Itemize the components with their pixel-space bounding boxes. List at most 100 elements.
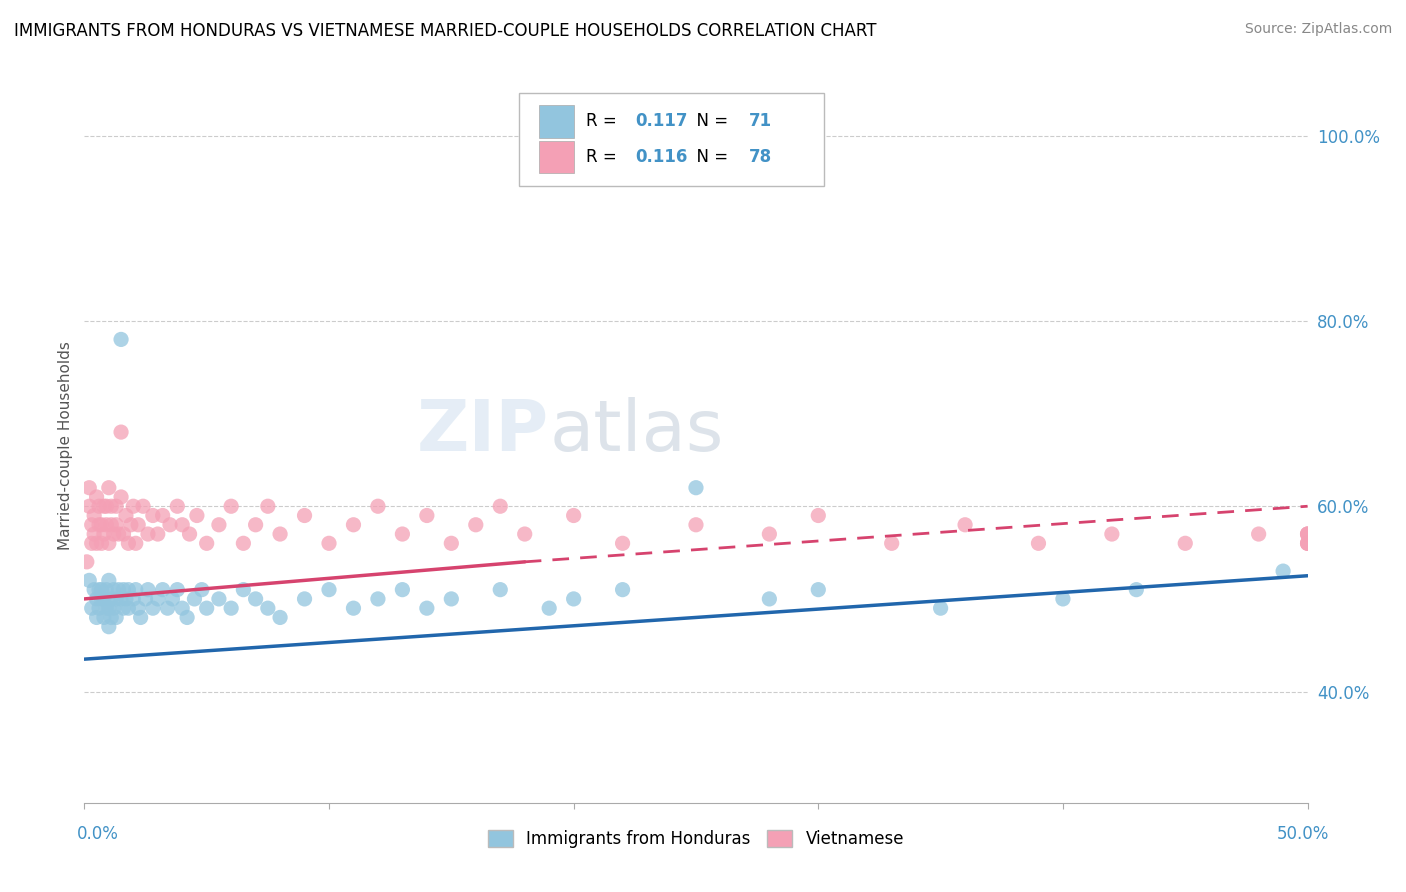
Point xyxy=(294,508,316,523)
Point xyxy=(612,582,634,597)
Point xyxy=(219,601,242,615)
Point xyxy=(232,536,254,550)
Point xyxy=(612,536,634,550)
Point xyxy=(120,517,142,532)
Point xyxy=(489,582,512,597)
Point xyxy=(110,591,132,606)
Point xyxy=(80,536,103,550)
Point xyxy=(191,582,214,597)
Point xyxy=(135,591,157,606)
Text: R =: R = xyxy=(586,148,621,166)
Text: R =: R = xyxy=(586,112,621,130)
Point xyxy=(342,517,364,532)
Point xyxy=(125,582,148,597)
Point xyxy=(110,490,132,504)
Point xyxy=(93,500,115,514)
Point xyxy=(87,517,110,532)
Point xyxy=(100,517,122,532)
Legend: Immigrants from Honduras, Vietnamese: Immigrants from Honduras, Vietnamese xyxy=(481,823,911,855)
Point xyxy=(489,500,512,514)
Point xyxy=(1296,527,1319,541)
Point xyxy=(538,601,561,615)
Point xyxy=(1247,527,1270,541)
Text: 0.117: 0.117 xyxy=(636,112,688,130)
Point xyxy=(93,610,115,624)
Point xyxy=(76,555,98,569)
Point xyxy=(93,591,115,606)
Point xyxy=(83,527,105,541)
Point xyxy=(562,508,585,523)
Point xyxy=(122,591,145,606)
Point xyxy=(880,536,903,550)
Point xyxy=(1272,564,1295,578)
Point xyxy=(112,601,135,615)
Point xyxy=(80,517,103,532)
Point xyxy=(86,536,108,550)
Text: 50.0%: 50.0% xyxy=(1277,825,1329,843)
Point xyxy=(97,574,120,588)
Point xyxy=(100,610,122,624)
Point xyxy=(90,582,112,597)
Point xyxy=(117,582,139,597)
Point xyxy=(166,582,188,597)
Point xyxy=(685,481,707,495)
Point xyxy=(172,517,194,532)
Point xyxy=(1296,527,1319,541)
Point xyxy=(77,574,100,588)
Point xyxy=(90,591,112,606)
Point xyxy=(1296,527,1319,541)
Point xyxy=(391,527,413,541)
Point xyxy=(186,508,208,523)
Point xyxy=(269,527,291,541)
Point xyxy=(758,527,780,541)
Point xyxy=(195,536,218,550)
Point xyxy=(1296,536,1319,550)
Point xyxy=(77,500,100,514)
FancyBboxPatch shape xyxy=(519,93,824,186)
Point xyxy=(391,582,413,597)
Point xyxy=(152,508,174,523)
Point xyxy=(136,527,159,541)
Point xyxy=(208,591,231,606)
Point xyxy=(103,527,125,541)
FancyBboxPatch shape xyxy=(540,141,574,173)
Point xyxy=(86,490,108,504)
Point xyxy=(416,601,439,615)
Point xyxy=(136,582,159,597)
Text: ZIP: ZIP xyxy=(418,397,550,467)
Point xyxy=(152,582,174,597)
Point xyxy=(117,536,139,550)
Point xyxy=(166,500,188,514)
Point xyxy=(96,582,118,597)
Point xyxy=(97,601,120,615)
Point xyxy=(117,601,139,615)
Point xyxy=(112,582,135,597)
Point xyxy=(195,601,218,615)
Point xyxy=(257,500,280,514)
Point xyxy=(318,536,340,550)
Point xyxy=(219,500,242,514)
Text: 78: 78 xyxy=(748,148,772,166)
Text: N =: N = xyxy=(686,148,734,166)
Text: 0.116: 0.116 xyxy=(636,148,688,166)
Point xyxy=(77,481,100,495)
Point xyxy=(172,601,194,615)
Text: IMMIGRANTS FROM HONDURAS VS VIETNAMESE MARRIED-COUPLE HOUSEHOLDS CORRELATION CHA: IMMIGRANTS FROM HONDURAS VS VIETNAMESE M… xyxy=(14,22,876,40)
Point xyxy=(159,517,181,532)
Point xyxy=(125,536,148,550)
Point xyxy=(179,527,201,541)
Point xyxy=(146,527,169,541)
Point xyxy=(93,527,115,541)
Point xyxy=(103,582,125,597)
Point xyxy=(257,601,280,615)
Point xyxy=(562,591,585,606)
Point xyxy=(107,582,129,597)
Point xyxy=(1296,536,1319,550)
Text: 71: 71 xyxy=(748,112,772,130)
Point xyxy=(110,333,132,347)
Point xyxy=(86,610,108,624)
Point xyxy=(100,591,122,606)
Point xyxy=(97,620,120,634)
Point xyxy=(464,517,486,532)
Point xyxy=(1028,536,1050,550)
